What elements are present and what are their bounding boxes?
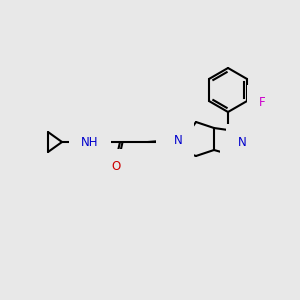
Text: N: N <box>238 136 246 148</box>
Text: F: F <box>259 97 266 110</box>
Text: N: N <box>168 136 176 148</box>
Text: NH: NH <box>81 136 99 148</box>
Text: O: O <box>231 148 241 161</box>
Text: O: O <box>111 160 121 173</box>
Text: N: N <box>174 134 182 146</box>
